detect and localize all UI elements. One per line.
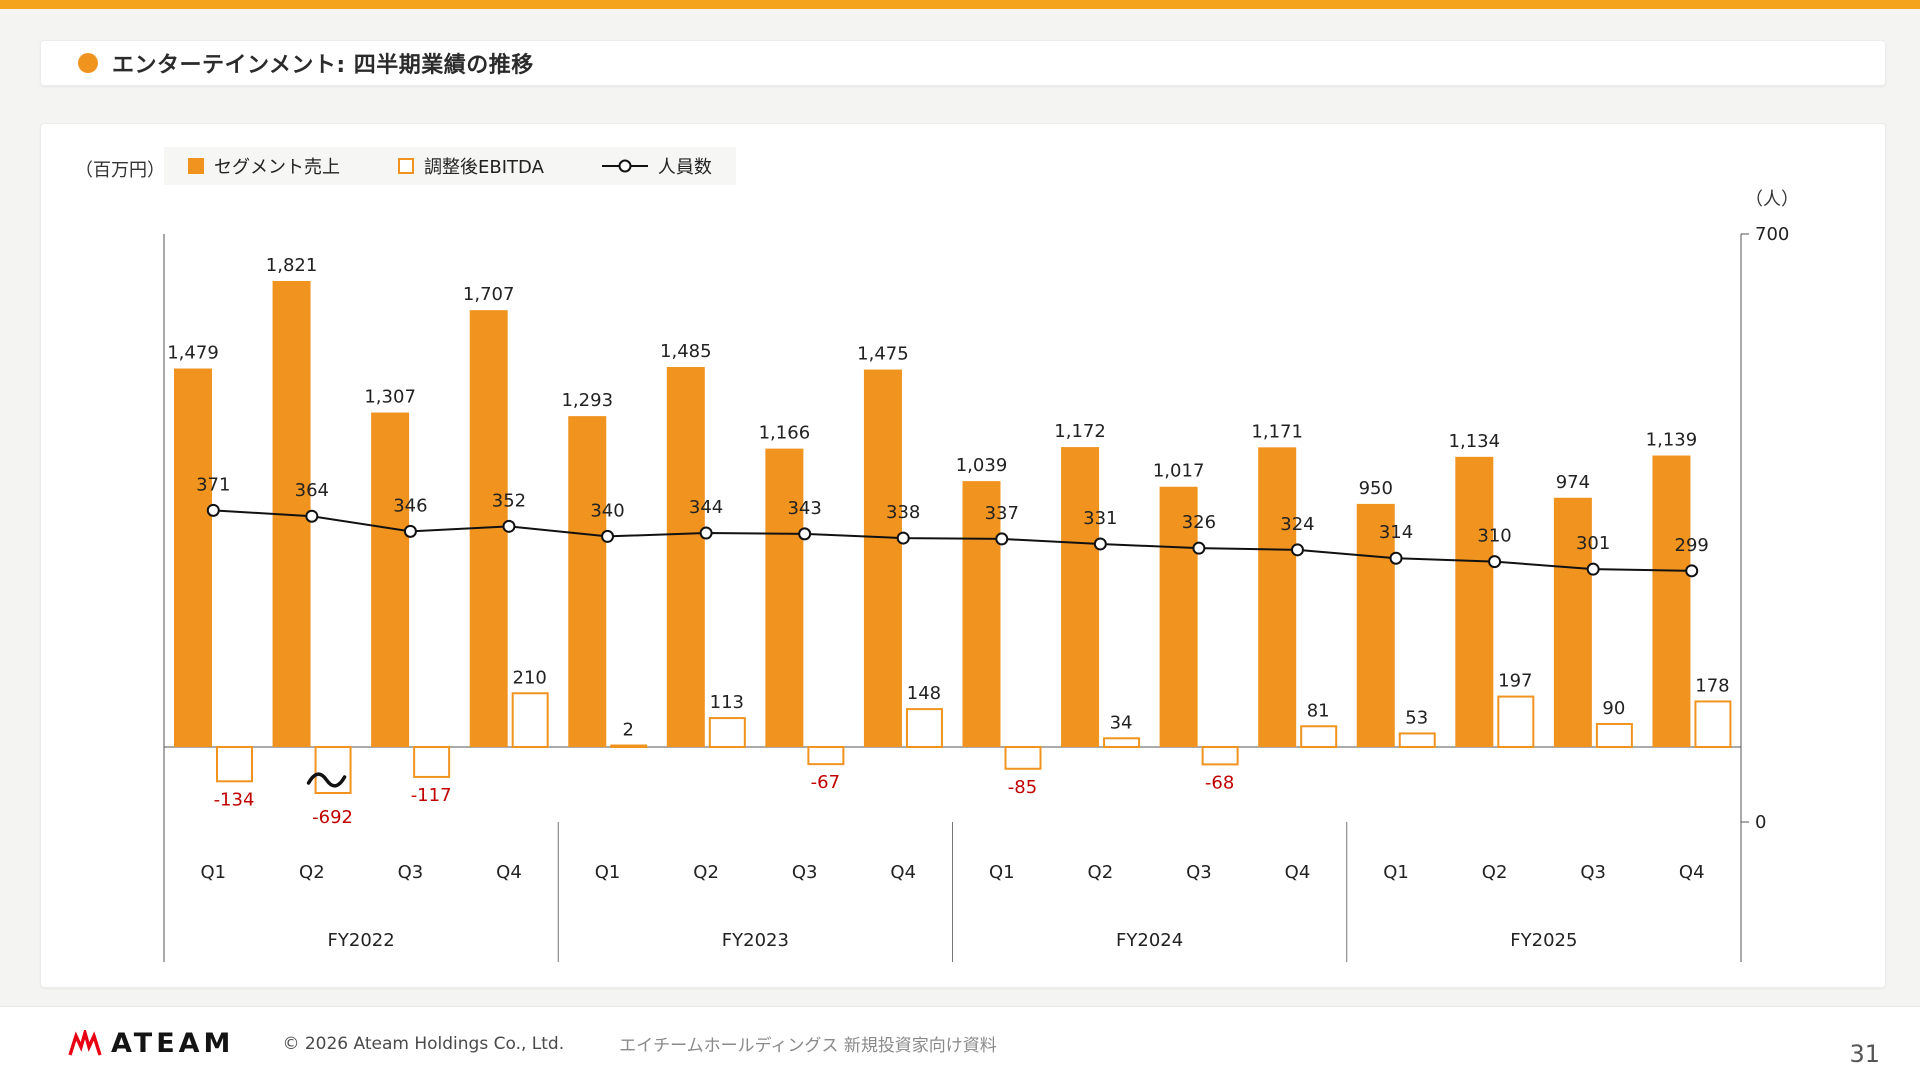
svg-text:299: 299 <box>1675 535 1709 556</box>
svg-text:-67: -67 <box>811 772 840 793</box>
svg-text:371: 371 <box>196 474 230 495</box>
legend-item-ebitda: 調整後EBITDA <box>398 153 544 179</box>
svg-text:2: 2 <box>623 720 634 741</box>
svg-text:FY2025: FY2025 <box>1510 930 1577 951</box>
page-title: エンターテインメント: 四半期業績の推移 <box>112 53 534 78</box>
svg-text:1,479: 1,479 <box>167 343 219 364</box>
right-axis-unit-label: （人） <box>1745 189 1799 210</box>
svg-text:1,139: 1,139 <box>1646 430 1698 451</box>
svg-text:Q3: Q3 <box>792 862 818 883</box>
ateam-logo: ATEAM <box>67 1028 234 1059</box>
svg-text:1,475: 1,475 <box>857 344 909 365</box>
left-axis-unit-label: （百万円） <box>75 160 165 181</box>
svg-text:-117: -117 <box>411 785 452 806</box>
legend-label: 人員数 <box>657 157 712 178</box>
svg-text:FY2024: FY2024 <box>1116 930 1183 951</box>
filled-square-icon <box>188 158 204 174</box>
svg-text:Q2: Q2 <box>693 862 719 883</box>
quarterly-performance-chart: 700 0 1,479 -134 Q1 1,821 -692 Q2 1,307 -117 Q3 1,7… <box>163 224 1789 962</box>
svg-text:364: 364 <box>295 480 329 501</box>
svg-text:1,307: 1,307 <box>364 387 416 408</box>
svg-text:90: 90 <box>1602 698 1625 719</box>
svg-text:Q1: Q1 <box>1383 862 1409 883</box>
svg-text:Q3: Q3 <box>1186 862 1212 883</box>
svg-text:Q2: Q2 <box>1482 862 1508 883</box>
svg-text:Q4: Q4 <box>1285 862 1311 883</box>
svg-text:1,017: 1,017 <box>1153 461 1205 482</box>
legend-label: セグメント売上 <box>214 157 340 178</box>
footer: ATEAM © 2026 Ateam Holdings Co., Ltd. エイ… <box>0 1006 1920 1080</box>
svg-text:1,821: 1,821 <box>266 255 318 276</box>
svg-text:FY2023: FY2023 <box>722 930 789 951</box>
svg-text:0: 0 <box>1755 812 1766 833</box>
svg-text:324: 324 <box>1280 514 1314 535</box>
svg-text:Q4: Q4 <box>496 862 522 883</box>
svg-text:343: 343 <box>787 498 821 519</box>
svg-text:113: 113 <box>710 692 744 713</box>
top-accent-bar <box>0 0 1920 9</box>
ateam-logo-icon <box>68 1029 102 1056</box>
svg-text:34: 34 <box>1110 712 1133 733</box>
svg-text:Q2: Q2 <box>1088 862 1114 883</box>
outline-square-icon <box>398 158 414 174</box>
svg-text:Q4: Q4 <box>890 862 916 883</box>
svg-text:331: 331 <box>1083 508 1117 529</box>
page-number: 31 <box>1849 1040 1880 1068</box>
copyright-text: © 2026 Ateam Holdings Co., Ltd. <box>282 1033 565 1054</box>
svg-text:950: 950 <box>1359 478 1393 499</box>
document-title-text: エイチームホールディングス 新規投資家向け資料 <box>619 1036 997 1056</box>
svg-text:1,166: 1,166 <box>759 423 811 444</box>
svg-text:178: 178 <box>1695 675 1729 696</box>
svg-text:-68: -68 <box>1205 772 1234 793</box>
svg-text:326: 326 <box>1182 512 1216 533</box>
svg-text:1,707: 1,707 <box>463 284 515 305</box>
svg-text:1,485: 1,485 <box>660 341 712 362</box>
bullet-dot-icon <box>78 53 98 73</box>
legend-item-revenue: セグメント売上 <box>188 153 340 179</box>
svg-text:-134: -134 <box>214 789 255 810</box>
legend-item-headcount: 人員数 <box>601 153 712 179</box>
svg-text:314: 314 <box>1379 522 1413 543</box>
svg-text:Q1: Q1 <box>595 862 621 883</box>
svg-text:340: 340 <box>590 500 624 521</box>
svg-text:FY2022: FY2022 <box>328 930 395 951</box>
svg-text:310: 310 <box>1477 526 1511 547</box>
svg-text:-692: -692 <box>312 807 353 828</box>
svg-text:700: 700 <box>1755 224 1789 245</box>
svg-text:210: 210 <box>513 667 547 688</box>
logo-wordmark: ATEAM <box>111 1028 235 1059</box>
chart-legend: セグメント売上 調整後EBITDA 人員数 <box>164 147 736 185</box>
legend-label: 調整後EBITDA <box>424 157 544 178</box>
svg-text:1,039: 1,039 <box>956 455 1008 476</box>
line-marker-icon <box>601 159 648 173</box>
svg-text:Q2: Q2 <box>299 862 325 883</box>
svg-text:-85: -85 <box>1008 777 1037 798</box>
svg-text:Q4: Q4 <box>1679 862 1705 883</box>
svg-text:1,172: 1,172 <box>1054 421 1106 442</box>
svg-text:346: 346 <box>393 495 427 516</box>
chart-card: 700 0 1,479 -134 Q1 1,821 -692 Q2 1,307 -117 Q3 1,7… <box>40 123 1886 988</box>
svg-text:1,293: 1,293 <box>561 390 613 411</box>
svg-text:Q3: Q3 <box>398 862 424 883</box>
svg-text:974: 974 <box>1556 472 1590 493</box>
svg-text:148: 148 <box>907 683 941 704</box>
svg-text:Q3: Q3 <box>1580 862 1606 883</box>
svg-text:Q1: Q1 <box>989 862 1015 883</box>
svg-text:301: 301 <box>1576 533 1610 554</box>
svg-text:344: 344 <box>689 497 723 518</box>
svg-text:337: 337 <box>985 503 1019 524</box>
svg-text:197: 197 <box>1498 671 1532 692</box>
svg-text:81: 81 <box>1307 700 1330 721</box>
svg-text:Q1: Q1 <box>200 862 226 883</box>
svg-text:1,171: 1,171 <box>1251 421 1303 442</box>
title-card: エンターテインメント: 四半期業績の推移 <box>40 40 1886 86</box>
svg-text:338: 338 <box>886 502 920 523</box>
svg-text:1,134: 1,134 <box>1449 431 1501 452</box>
svg-text:53: 53 <box>1405 707 1428 728</box>
svg-text:352: 352 <box>492 490 526 511</box>
